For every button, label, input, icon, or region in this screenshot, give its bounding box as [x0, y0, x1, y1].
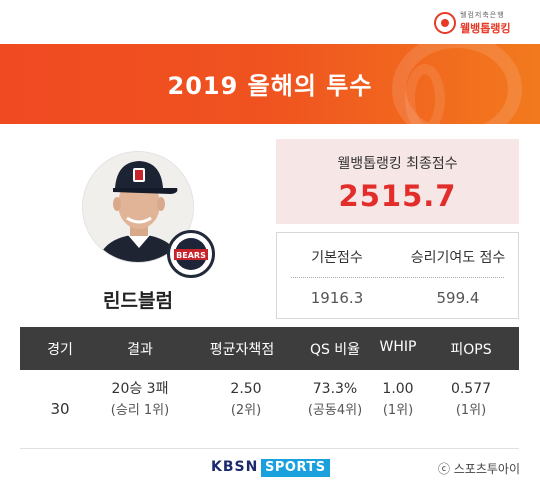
era-value: 2.50 [230, 381, 262, 397]
header-qs-ratio: QS 비율 [309, 342, 361, 358]
footer-divider [20, 448, 519, 449]
team-logo-bears: BEARS [167, 230, 215, 278]
base-score-value: 1916.3 [310, 289, 364, 307]
header-ops-against: 피OPS [450, 342, 492, 358]
win-contribution-label: 승리기여도 점수 [410, 250, 506, 266]
welcome-bank-logo: 웰컴저축은행 웰뱅톱랭킹 [434, 8, 526, 38]
bears-badge-icon: BEARS [171, 234, 211, 274]
result-rank: (승리 1위) [110, 403, 170, 418]
header-era: 평균자책점 [209, 342, 275, 358]
result-value: 20승 3패 [111, 381, 169, 397]
qs-cell: 73.3% (공동4위) [292, 378, 378, 422]
banner-decoration-small [405, 64, 445, 124]
base-score-label: 기본점수 [311, 250, 363, 266]
final-score-value: 2515.7 [338, 179, 457, 213]
team-badge-text: BEARS [176, 251, 206, 260]
player-portrait-icon [83, 152, 193, 262]
dotted-divider [291, 277, 504, 278]
whip-rank: (1위) [382, 403, 414, 418]
logo-main-text: 웰뱅톱랭킹 [460, 22, 511, 35]
games-value: 30 [50, 400, 70, 418]
ops-rank: (1위) [455, 403, 487, 418]
header-games: 경기 [47, 342, 73, 358]
result-cell: 20승 3패 (승리 1위) [92, 378, 188, 422]
qs-value: 73.3% [312, 381, 358, 397]
era-cell: 2.50 (2위) [198, 378, 294, 422]
logo-emblem-icon [434, 12, 456, 34]
player-name: 린드블럼 [103, 290, 173, 312]
title-banner: 2019 올해의 투수 [0, 44, 540, 124]
stats-table-header: 경기 결과 평균자책점 QS 비율 WHIP 피OPS [20, 327, 519, 370]
stats-table-row: 30 20승 3패 (승리 1위) 2.50 (2위) 73.3% (공동4위)… [20, 378, 519, 442]
qs-rank: (공동4위) [307, 403, 363, 418]
page-title: 2019 올해의 투수 [167, 72, 373, 100]
logo-small-text: 웰컴저축은행 [460, 11, 505, 19]
kbsn-sports-logo: KBSN SPORTS [211, 459, 331, 477]
final-score-box: 웰뱅톱랭킹 최종점수 2515.7 [276, 139, 519, 224]
sub-score-box: 기본점수 1916.3 승리기여도 점수 599.4 [276, 232, 519, 319]
header-whip: WHIP [379, 339, 417, 355]
header-result: 결과 [127, 342, 153, 358]
whip-cell: 1.00 (1위) [356, 378, 440, 422]
kbsn-text: KBSN [211, 459, 259, 475]
player-photo [82, 151, 194, 263]
ops-value: 0.577 [450, 381, 492, 397]
copyright-text: ⓒ 스포츠투아이 [437, 462, 520, 476]
sports-text: SPORTS [261, 459, 330, 477]
final-score-label: 웰뱅톱랭킹 최종점수 [337, 156, 458, 172]
era-rank: (2위) [230, 403, 262, 418]
base-score-column: 기본점수 1916.3 [277, 233, 397, 318]
whip-value: 1.00 [382, 381, 414, 397]
ops-cell: 0.577 (1위) [428, 378, 514, 422]
win-contribution-value: 599.4 [436, 289, 480, 307]
win-contribution-column: 승리기여도 점수 599.4 [398, 233, 518, 318]
